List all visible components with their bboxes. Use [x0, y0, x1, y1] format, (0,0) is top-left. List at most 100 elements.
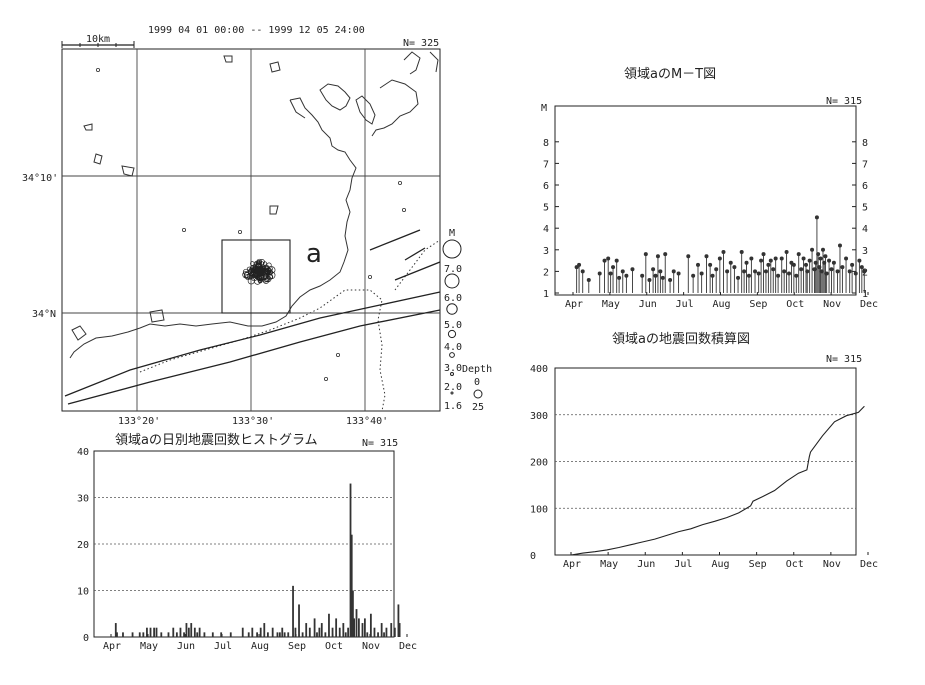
mt-event-point [810, 247, 815, 252]
magnitude-legend: M 7.0 6.0 5.0 4.0 3.0 2.0 1.6 [442, 228, 462, 412]
mt-event-point [651, 267, 656, 272]
x-tick-label: Dec [860, 559, 878, 570]
epicenter-mark [265, 267, 271, 273]
mt-event-point [655, 254, 660, 259]
map-period: 1999 04 01 00:00 -- 1999 12 05 24:00 [148, 25, 365, 36]
mt-event-point [725, 269, 730, 274]
hist-bar [347, 627, 350, 637]
hist-bar [185, 623, 188, 637]
mt-y-tick-label: 5 [543, 203, 549, 214]
mt-event-point [617, 275, 622, 280]
hist-bar [220, 632, 223, 637]
mt-event-point [597, 271, 602, 276]
hist-bar [122, 632, 124, 637]
x-tick-label: Oct [786, 299, 804, 310]
mt-event-point [820, 247, 825, 252]
hist-bar [259, 627, 262, 637]
mt-event-point [686, 254, 691, 259]
hist-x-ticks: Apr May Jun Jul Aug Sep Oct Nov Dec [103, 634, 417, 652]
hist-bar [138, 632, 141, 637]
mt-event-point [749, 256, 754, 261]
mt-event-point [782, 269, 787, 274]
hist-bar [342, 623, 345, 637]
mt-event-point [721, 249, 726, 254]
lon-label-133-30: 133°30' [232, 416, 274, 427]
mt-y-ticks: 1122334455667788 [543, 138, 868, 300]
hist-bar [203, 632, 206, 637]
mt-x-ticks: Apr May Jun Jul Aug Sep Oct Nov Dec [565, 292, 878, 310]
scale-label: 10km [86, 34, 110, 45]
hist-bar [256, 632, 259, 637]
hist-bar [247, 632, 250, 637]
epicenter-mark [266, 270, 271, 275]
mt-event-point [850, 262, 855, 267]
legend-mag-7: 7.0 [444, 264, 462, 275]
lon-label-133-20: 133°20' [118, 416, 160, 427]
cum-y-ticks: 0 100 200 300 400 [530, 364, 548, 562]
hist-bar [149, 627, 152, 637]
legend-mag-6: 6.0 [444, 293, 462, 304]
x-tick-label: Jun [637, 559, 655, 570]
hist-bar [328, 613, 330, 637]
hist-bar [385, 627, 388, 637]
hist-bar [344, 632, 347, 637]
hist-bar [175, 632, 178, 637]
mt-y-tick-label-right: 4 [862, 224, 868, 235]
mt-event-point [660, 275, 665, 280]
mt-event-point [753, 269, 758, 274]
mt-event-point [771, 267, 776, 272]
mt-event-point [606, 256, 611, 261]
legend-depth-title: Depth [462, 364, 492, 375]
mt-event-point [614, 258, 619, 263]
outlying-events [96, 68, 406, 381]
mt-event-point [643, 252, 648, 257]
mt-event-point [804, 262, 809, 267]
mt-event-point [831, 260, 836, 265]
mt-event-point [714, 267, 719, 272]
hist-bar [283, 632, 286, 637]
cum-series-line [570, 405, 865, 556]
fault-lines [64, 229, 441, 405]
hist-bar [366, 632, 369, 637]
mt-y-tick-label: 3 [543, 246, 549, 257]
hist-bar [294, 627, 297, 637]
histogram-chart: 領域aの日別地震回数ヒストグラム N= 315 0 10 20 30 40 Apr May… [77, 432, 417, 652]
mt-event-point [676, 271, 681, 276]
mt-event-point [691, 273, 696, 278]
x-tick-label: Oct [786, 559, 804, 570]
x-tick-label: Jul [674, 559, 692, 570]
mt-count: N= 315 [826, 96, 862, 107]
hist-bar [331, 627, 334, 637]
hist-bar [183, 632, 185, 637]
scale-bar: 10km [61, 34, 135, 48]
mt-event-point [835, 269, 840, 274]
legend-mag-3: 3.0 [444, 363, 462, 374]
mt-event-point [728, 260, 733, 265]
hist-y-tick-label: 10 [77, 587, 89, 598]
mt-event-point [827, 258, 832, 263]
hist-bar [153, 627, 156, 637]
hist-bar [393, 627, 396, 637]
mt-y-tick-label: 6 [543, 181, 549, 192]
hist-bar [146, 627, 148, 637]
hist-bar [271, 627, 274, 637]
mt-event-point [807, 258, 812, 263]
mt-event-point [717, 256, 722, 261]
mt-event-point [759, 258, 764, 263]
mt-event-point [857, 258, 862, 263]
cum-x-ticks: Apr May Jun Jul Aug Sep Oct Nov Dec [563, 552, 878, 570]
mt-event-point [624, 273, 629, 278]
cum-y-tick-label: 100 [530, 504, 548, 515]
x-tick-label: Dec [860, 299, 878, 310]
hist-bar [292, 585, 294, 637]
mt-event-point [823, 254, 828, 259]
lon-label-133-40: 133°40' [346, 416, 388, 427]
mt-y-tick-label-right: 3 [862, 246, 868, 257]
hist-bar [196, 632, 199, 637]
x-tick-label: Nov [823, 559, 841, 570]
hist-bar [349, 483, 352, 637]
epicenter-mark [262, 277, 270, 284]
mt-y-tick-label-right: 7 [862, 159, 868, 170]
mt-y-tick-label: 8 [543, 138, 549, 149]
